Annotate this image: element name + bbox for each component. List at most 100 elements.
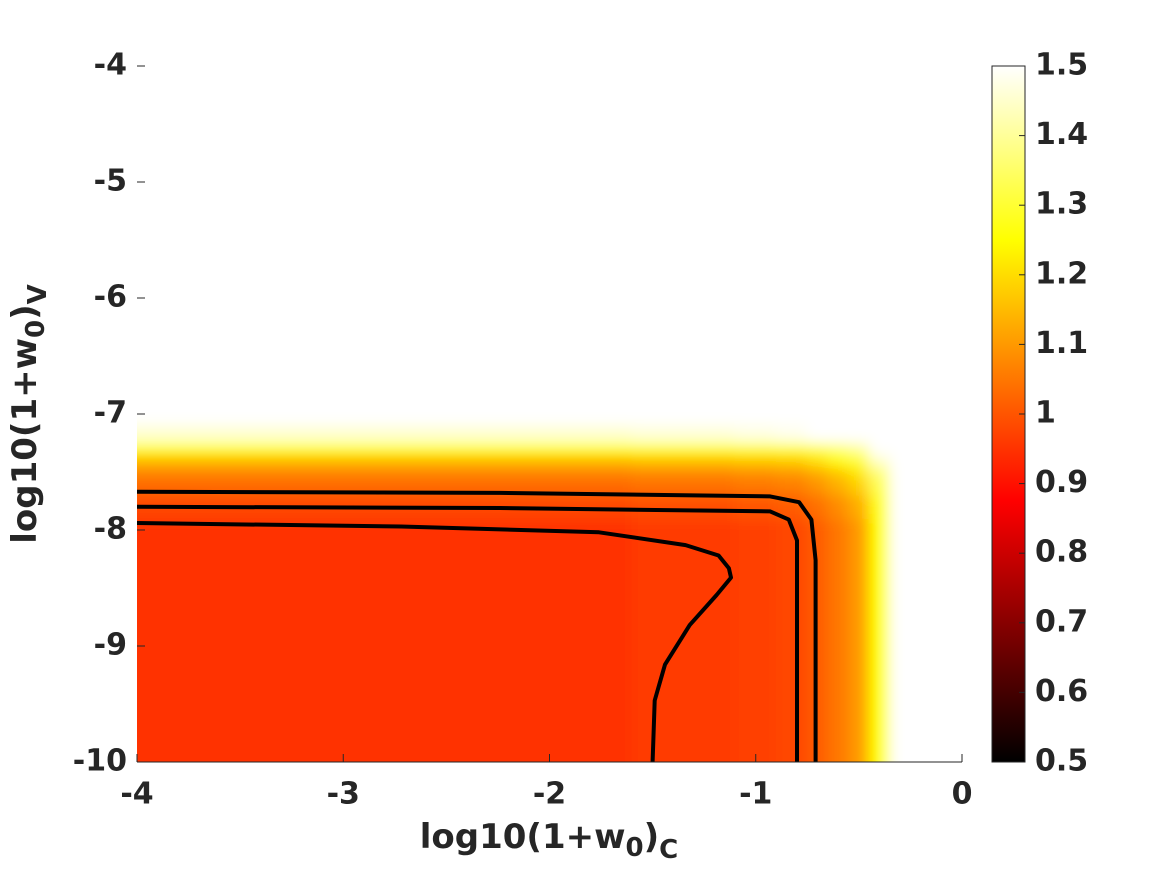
heatmap-cell	[940, 616, 962, 705]
heatmap-cell	[848, 558, 870, 618]
heatmap	[137, 66, 962, 762]
heatmap-cell	[827, 703, 850, 762]
heatmap-cell	[848, 425, 870, 444]
heatmap-cell	[868, 465, 891, 479]
heatmap-cell	[734, 454, 777, 467]
heatmap-cell	[342, 425, 633, 444]
heatmap-cell	[631, 454, 736, 467]
heatmap-cell	[889, 616, 911, 705]
heatmap-cell	[631, 703, 736, 762]
heatmap-cell	[827, 477, 850, 496]
heatmap-cell	[909, 558, 942, 618]
heatmap-cell	[734, 703, 777, 762]
colorbar-tick-label: 1	[1035, 396, 1056, 431]
heatmap-cell	[889, 425, 911, 444]
heatmap-cell	[137, 442, 344, 456]
heatmap-cell	[827, 66, 850, 241]
heatmap-cell	[631, 66, 736, 241]
contours	[137, 489, 818, 762]
colorbar-tick-label: 0.5	[1035, 744, 1088, 779]
y-axis-label: log10(1+w0)V	[5, 284, 53, 544]
contour-line	[137, 504, 799, 762]
heatmap-cell	[806, 66, 829, 241]
heatmap-cell	[909, 442, 942, 456]
heatmap-cell	[342, 66, 633, 241]
heatmap-cell	[868, 703, 891, 762]
heatmap-cell	[775, 66, 808, 241]
heatmap-cell	[848, 442, 870, 456]
heatmap-cell	[631, 477, 736, 496]
heatmap-cell	[734, 494, 777, 519]
heatmap-cell	[889, 442, 911, 456]
heatmap-cell	[868, 454, 891, 467]
heatmap-cell	[909, 616, 942, 705]
heatmap-cell	[775, 558, 808, 618]
heatmap-cell	[827, 465, 850, 479]
contour-line	[137, 489, 818, 762]
heatmap-cell	[848, 494, 870, 519]
heatmap-cell	[848, 66, 870, 241]
heatmap-cell	[889, 494, 911, 519]
heatmap-cell	[940, 66, 962, 241]
heatmap-cell	[734, 517, 777, 560]
heatmap-cell	[909, 239, 942, 427]
heatmap-cell	[806, 616, 829, 705]
heatmap-cell	[342, 239, 633, 427]
heatmap-cell	[137, 703, 344, 762]
heatmap-cell	[806, 239, 829, 427]
heatmap-cell	[889, 558, 911, 618]
y-tick-label: -10	[73, 744, 127, 779]
colorbar-tick-label: 1.2	[1035, 256, 1088, 291]
heatmap-cell	[775, 442, 808, 456]
y-tick-label: -7	[94, 396, 127, 431]
x-tick-label: -2	[533, 777, 566, 812]
colorbar-tick-label: 0.8	[1035, 535, 1088, 570]
heatmap-cell	[868, 477, 891, 496]
heatmap-cell	[775, 425, 808, 444]
heatmap-cell	[137, 616, 344, 705]
heatmap-cell	[342, 442, 633, 456]
heatmap-cell	[848, 239, 870, 427]
heatmap-cell	[734, 558, 777, 618]
heatmap-cell	[806, 454, 829, 467]
heatmap-cell	[827, 239, 850, 427]
heatmap-cell	[827, 425, 850, 444]
heatmap-cell	[806, 703, 829, 762]
heatmap-cell	[827, 558, 850, 618]
heatmap-cell	[940, 442, 962, 456]
heatmap-cell	[940, 239, 962, 427]
heatmap-cell	[889, 454, 911, 467]
heatmap-cell	[940, 703, 962, 762]
heatmap-cell	[940, 494, 962, 519]
heatmap-cell	[868, 442, 891, 456]
heatmap-cell	[909, 703, 942, 762]
heatmap-cell	[775, 465, 808, 479]
heatmap-cell	[631, 465, 736, 479]
heatmap-cell	[631, 442, 736, 456]
heatmap-cell	[734, 477, 777, 496]
x-tick-label: -4	[120, 777, 153, 812]
heatmap-cell	[868, 66, 891, 241]
x-axis-label: log10(1+w0)C	[420, 817, 679, 865]
ticks: 0.50.60.70.80.911.11.21.31.41.5-4 -3 -2 -1 0…	[73, 48, 1088, 812]
heatmap-cell	[775, 239, 808, 427]
heatmap-cell	[137, 454, 344, 467]
heatmap-cell	[909, 477, 942, 496]
heatmap-cell	[827, 616, 850, 705]
heatmap-cell	[940, 454, 962, 467]
heatmap-cell	[889, 703, 911, 762]
heatmap-cell	[827, 442, 850, 456]
heatmap-cell	[889, 239, 911, 427]
heatmap-cell	[137, 558, 344, 618]
heatmap-cell	[909, 425, 942, 444]
heatmap-cell	[868, 239, 891, 427]
heatmap-cell	[827, 517, 850, 560]
heatmap-cell	[848, 454, 870, 467]
heatmap-cell	[342, 465, 633, 479]
x-tick-label: -3	[327, 777, 360, 812]
heatmap-cell	[137, 66, 344, 241]
heatmap-cell	[137, 465, 344, 479]
colorbar-tick-label: 1.1	[1035, 326, 1088, 361]
heatmap-cell	[909, 66, 942, 241]
heatmap-cell	[848, 616, 870, 705]
